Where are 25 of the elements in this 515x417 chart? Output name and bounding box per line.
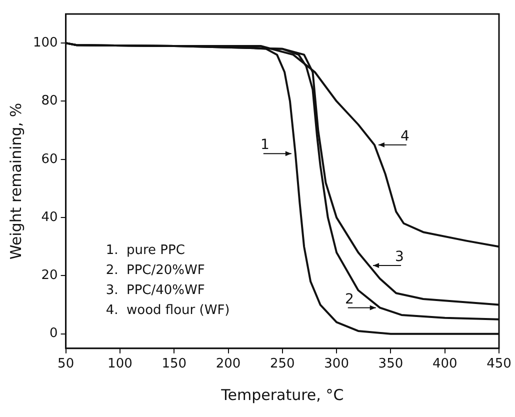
y-tick-label: 80 bbox=[41, 94, 58, 109]
annotation: 1. pure PPC bbox=[106, 242, 185, 258]
x-tick-label: 200 bbox=[216, 356, 241, 372]
annotation: 3. PPC/40%WF bbox=[106, 282, 205, 298]
x-tick-label: 300 bbox=[324, 356, 349, 372]
y-tick-label: 60 bbox=[41, 152, 58, 167]
x-axis-title: Temperature, °C bbox=[220, 386, 344, 404]
annotation: 1 bbox=[260, 137, 270, 154]
annotation: 4 bbox=[400, 128, 410, 144]
annotation: 4. wood flour (WF) bbox=[106, 302, 230, 318]
x-tick-label: 450 bbox=[486, 356, 512, 372]
annotation: 3 bbox=[395, 249, 404, 266]
y-tick-label: 0 bbox=[50, 326, 58, 342]
x-tick-label: 100 bbox=[108, 356, 132, 372]
annotation: 2 bbox=[344, 291, 354, 308]
x-tick-label: 350 bbox=[378, 356, 404, 372]
x-tick-label: 250 bbox=[270, 356, 295, 372]
annotation: 2. PPC/20%WF bbox=[106, 262, 205, 278]
y-axis-title: Weight remaining, % bbox=[6, 102, 25, 260]
x-tick-label: 150 bbox=[162, 356, 187, 372]
y-tick-label: 20 bbox=[41, 268, 58, 284]
y-tick-label: 100 bbox=[32, 35, 58, 50]
x-tick-label: 400 bbox=[432, 356, 458, 372]
y-tick-label: 40 bbox=[41, 210, 58, 225]
x-tick-label: 50 bbox=[58, 356, 74, 372]
